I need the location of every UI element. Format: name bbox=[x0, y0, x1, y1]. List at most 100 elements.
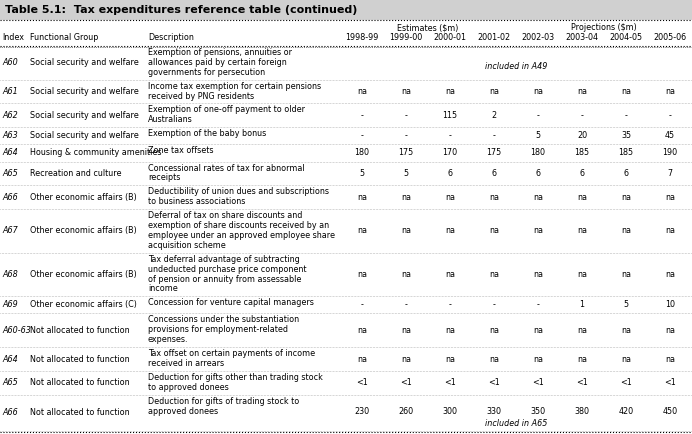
Text: Not allocated to function: Not allocated to function bbox=[30, 326, 129, 335]
Text: exemption of share discounts received by an: exemption of share discounts received by… bbox=[148, 221, 329, 230]
Text: income: income bbox=[148, 284, 178, 293]
Text: na: na bbox=[533, 87, 543, 96]
Text: A63: A63 bbox=[2, 132, 18, 140]
Text: na: na bbox=[445, 270, 455, 279]
Text: na: na bbox=[401, 355, 411, 364]
Text: <1: <1 bbox=[488, 378, 500, 387]
Text: na: na bbox=[621, 87, 631, 96]
Text: Other economic affairs (C): Other economic affairs (C) bbox=[30, 300, 137, 309]
Text: 5: 5 bbox=[536, 132, 540, 140]
Text: na: na bbox=[489, 87, 499, 96]
Text: Income tax exemption for certain pensions: Income tax exemption for certain pension… bbox=[148, 82, 321, 91]
Text: na: na bbox=[621, 193, 631, 202]
Text: na: na bbox=[665, 227, 675, 235]
Text: na: na bbox=[665, 326, 675, 335]
Text: 45: 45 bbox=[665, 132, 675, 140]
Text: 185: 185 bbox=[619, 148, 634, 158]
Text: A68: A68 bbox=[2, 270, 18, 279]
Text: 350: 350 bbox=[531, 407, 545, 416]
Text: 260: 260 bbox=[399, 407, 414, 416]
Text: 6: 6 bbox=[623, 169, 628, 178]
Text: na: na bbox=[533, 326, 543, 335]
Text: na: na bbox=[489, 270, 499, 279]
Text: na: na bbox=[621, 355, 631, 364]
Text: -: - bbox=[405, 300, 408, 309]
Text: Other economic affairs (B): Other economic affairs (B) bbox=[30, 193, 137, 202]
Text: expenses.: expenses. bbox=[148, 335, 188, 344]
Text: -: - bbox=[493, 132, 495, 140]
Text: 6: 6 bbox=[448, 169, 453, 178]
Text: received in arrears: received in arrears bbox=[148, 359, 224, 368]
Text: <1: <1 bbox=[576, 378, 588, 387]
Text: na: na bbox=[445, 227, 455, 235]
Text: na: na bbox=[489, 227, 499, 235]
Text: A64: A64 bbox=[2, 148, 18, 158]
Text: na: na bbox=[577, 355, 587, 364]
Text: Description: Description bbox=[148, 33, 194, 43]
Text: Exemption of pensions, annuities or: Exemption of pensions, annuities or bbox=[148, 48, 292, 57]
Text: A62: A62 bbox=[2, 111, 18, 120]
Text: 35: 35 bbox=[621, 132, 631, 140]
Text: 185: 185 bbox=[574, 148, 590, 158]
Text: na: na bbox=[577, 227, 587, 235]
Text: 6: 6 bbox=[491, 169, 496, 178]
Text: -: - bbox=[405, 132, 408, 140]
Text: -: - bbox=[361, 111, 363, 120]
Text: Social security and welfare: Social security and welfare bbox=[30, 132, 139, 140]
Text: A65: A65 bbox=[2, 378, 18, 387]
Text: na: na bbox=[577, 87, 587, 96]
Text: -: - bbox=[405, 111, 408, 120]
Text: na: na bbox=[533, 355, 543, 364]
Text: Social security and welfare: Social security and welfare bbox=[30, 111, 139, 120]
Text: Housing & community amenities: Housing & community amenities bbox=[30, 148, 161, 158]
Text: na: na bbox=[445, 87, 455, 96]
Text: 115: 115 bbox=[442, 111, 457, 120]
Text: Functional Group: Functional Group bbox=[30, 33, 98, 43]
Text: na: na bbox=[445, 193, 455, 202]
Text: 180: 180 bbox=[354, 148, 370, 158]
Text: Deductibility of union dues and subscriptions: Deductibility of union dues and subscrip… bbox=[148, 187, 329, 196]
Text: A66: A66 bbox=[2, 408, 18, 418]
Text: na: na bbox=[489, 355, 499, 364]
Text: 1999-00: 1999-00 bbox=[390, 33, 423, 43]
Text: -: - bbox=[448, 300, 451, 309]
Text: na: na bbox=[665, 270, 675, 279]
Text: <1: <1 bbox=[532, 378, 544, 387]
Text: -: - bbox=[448, 132, 451, 140]
Text: 20: 20 bbox=[577, 132, 587, 140]
Text: 7: 7 bbox=[668, 169, 673, 178]
Text: undeducted purchase price component: undeducted purchase price component bbox=[148, 265, 307, 273]
Text: 450: 450 bbox=[662, 407, 677, 416]
Text: na: na bbox=[357, 270, 367, 279]
Text: 175: 175 bbox=[399, 148, 414, 158]
Text: 2004-05: 2004-05 bbox=[610, 33, 643, 43]
Text: <1: <1 bbox=[620, 378, 632, 387]
Text: -: - bbox=[668, 111, 671, 120]
Text: -: - bbox=[536, 300, 540, 309]
Text: na: na bbox=[401, 193, 411, 202]
Text: na: na bbox=[401, 270, 411, 279]
Text: na: na bbox=[577, 193, 587, 202]
Text: included in A49: included in A49 bbox=[485, 62, 547, 71]
Text: Not allocated to function: Not allocated to function bbox=[30, 408, 129, 418]
Text: na: na bbox=[533, 270, 543, 279]
Text: 300: 300 bbox=[442, 407, 457, 416]
Text: 2005-06: 2005-06 bbox=[653, 33, 686, 43]
Text: na: na bbox=[489, 193, 499, 202]
Text: na: na bbox=[401, 227, 411, 235]
Text: 5: 5 bbox=[623, 300, 628, 309]
Text: Tax deferral advantage of subtracting: Tax deferral advantage of subtracting bbox=[148, 255, 300, 264]
Text: acquisition scheme: acquisition scheme bbox=[148, 241, 226, 250]
Text: approved donees: approved donees bbox=[148, 407, 218, 416]
Text: <1: <1 bbox=[356, 378, 368, 387]
Text: 1998-99: 1998-99 bbox=[345, 33, 379, 43]
Text: na: na bbox=[665, 87, 675, 96]
Text: A69: A69 bbox=[2, 300, 18, 309]
Text: A65: A65 bbox=[2, 169, 18, 178]
Text: 2003-04: 2003-04 bbox=[565, 33, 599, 43]
Text: 5: 5 bbox=[403, 169, 408, 178]
Text: na: na bbox=[577, 326, 587, 335]
Text: na: na bbox=[489, 326, 499, 335]
Text: na: na bbox=[621, 270, 631, 279]
Text: -: - bbox=[361, 132, 363, 140]
